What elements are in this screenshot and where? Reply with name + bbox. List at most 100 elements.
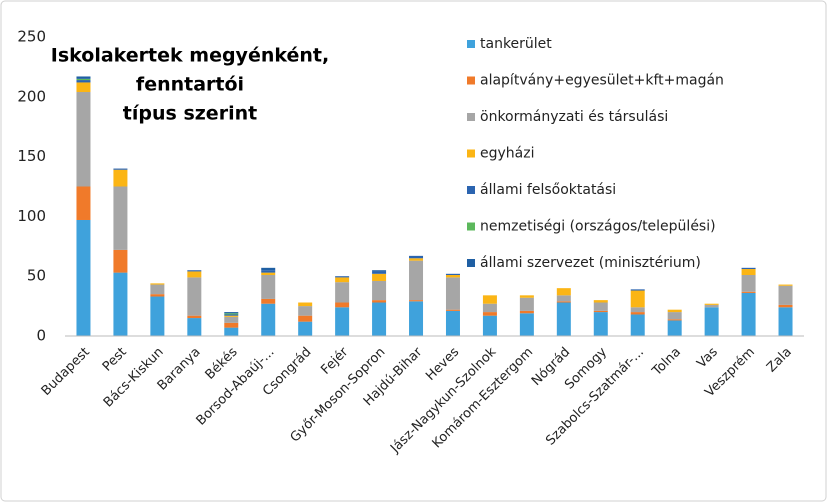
bar-segment (445, 310, 460, 336)
legend-label: tankerület (480, 36, 552, 52)
legend-swatch (467, 222, 475, 231)
bar-segment (187, 315, 202, 319)
bar-segment (113, 186, 128, 250)
bar-segment (224, 315, 239, 317)
bar-segment (224, 327, 239, 336)
bar-segment (187, 277, 202, 316)
bar-segment (741, 269, 756, 276)
bar-segment (298, 302, 313, 307)
bar-segment (187, 270, 202, 272)
bar-segment (224, 314, 239, 316)
bar-segment (630, 290, 645, 308)
bar-segment (704, 307, 719, 336)
bar-segment (76, 219, 91, 336)
bar-segment (372, 302, 387, 336)
y-tick-label: 250 (17, 28, 46, 46)
bar-segment (335, 276, 350, 278)
bar-segment (482, 303, 497, 313)
bar-segment (261, 272, 276, 276)
bar-segment (667, 312, 682, 320)
bar-segment (667, 309, 682, 313)
bar-segment (409, 300, 424, 302)
chart-title: típus szerint (123, 103, 257, 125)
bar-segment (778, 285, 793, 305)
y-tick-label: 50 (27, 267, 46, 285)
bar-segment (409, 260, 424, 301)
bar-segment (150, 284, 165, 295)
bar-segment (593, 300, 608, 303)
bar-segment (261, 298, 276, 304)
bar-segment (261, 270, 276, 273)
bar-segment (113, 168, 128, 170)
bar-segment (372, 271, 387, 274)
bar-segment (630, 307, 645, 313)
legend-swatch (467, 149, 475, 158)
bar-segment (519, 313, 534, 336)
bar-segment (335, 302, 350, 308)
bar-segment (224, 316, 239, 323)
bar-segment (113, 169, 128, 187)
legend-swatch (467, 76, 475, 85)
bar-segment (630, 312, 645, 315)
bar-segment (556, 302, 571, 336)
y-tick-label: 200 (17, 87, 46, 105)
bar-segment (335, 307, 350, 336)
legend-label: önkormányzati és társulási (480, 109, 668, 125)
bar-segment (445, 273, 460, 276)
bar-segment (372, 270, 387, 272)
bar-segment (556, 295, 571, 302)
bar-segment (778, 284, 793, 286)
bar-segment (630, 289, 645, 291)
bar-segment (593, 302, 608, 311)
legend-label: állami szervezet (minisztérium) (480, 255, 701, 271)
bar-segment (409, 301, 424, 336)
bar-segment (741, 292, 756, 336)
bar-segment (741, 291, 756, 293)
bar-segment (298, 321, 313, 336)
bar-segment (76, 76, 91, 79)
y-tick-label: 0 (36, 327, 46, 345)
y-tick-label: 150 (17, 147, 46, 165)
bar-segment (335, 277, 350, 283)
bar-segment (150, 283, 165, 285)
bar-segment (519, 297, 534, 311)
bar-segment (335, 282, 350, 303)
bar-segment (409, 258, 424, 261)
bar-segment (150, 294, 165, 297)
bar-segment (667, 319, 682, 321)
legend-swatch (467, 259, 475, 267)
legend-swatch (467, 113, 475, 121)
bar-segment (667, 320, 682, 336)
bar-segment (519, 295, 534, 298)
bar-segment (261, 303, 276, 336)
bar-segment (445, 277, 460, 310)
bar-segment (76, 92, 91, 187)
bar-segment (372, 280, 387, 301)
bar-segment (741, 275, 756, 292)
chart-title: fenntartói (136, 74, 244, 96)
bar-segment (261, 267, 276, 271)
bar-segment (76, 80, 91, 83)
bar-segment (224, 313, 239, 315)
bar-segment (76, 78, 91, 81)
bar-segment (224, 312, 239, 314)
bar-segment (556, 301, 571, 303)
bar-segment (372, 300, 387, 303)
bar-segment (76, 82, 91, 93)
bar-segment (593, 310, 608, 313)
bar-segment (630, 314, 645, 336)
bar-segment (224, 322, 239, 328)
legend-swatch (467, 186, 475, 194)
legend-label: állami felsőoktatási (480, 182, 616, 198)
bar-segment (150, 296, 165, 336)
bar-segment (704, 303, 719, 305)
bar-segment (298, 306, 313, 316)
bar-segment (482, 295, 497, 304)
bar-segment (519, 310, 534, 314)
bar-segment (704, 304, 719, 308)
bar-segment (778, 304, 793, 308)
bar-segment (113, 249, 128, 273)
bar-segment (556, 288, 571, 296)
bar-segment (187, 318, 202, 336)
